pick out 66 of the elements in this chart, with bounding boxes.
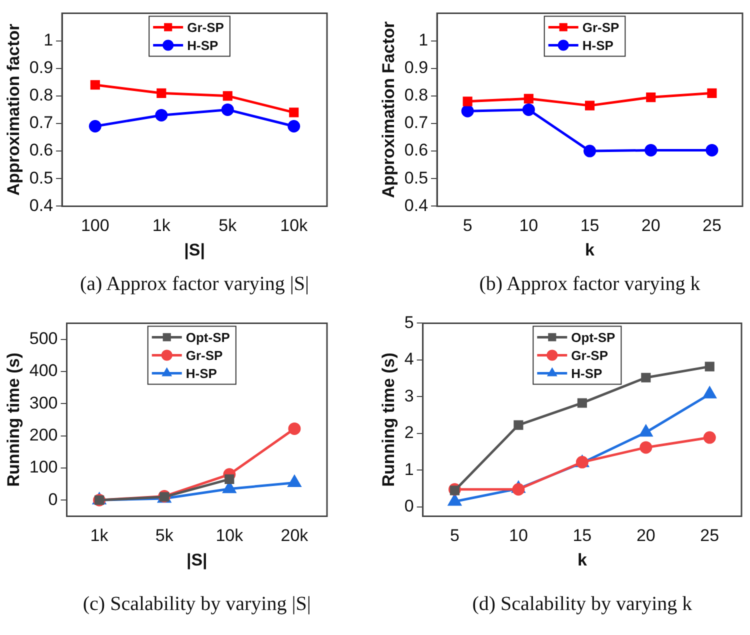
x-axis-title: k <box>577 550 588 570</box>
x-tick-label: 20 <box>636 526 656 546</box>
y-tick-label: 0.8 <box>404 86 428 105</box>
y-tick-label: 3 <box>404 386 414 406</box>
y-tick-label: 0.6 <box>404 140 428 160</box>
y-tick-label: 400 <box>29 361 58 380</box>
x-tick-label: 5k <box>155 526 174 546</box>
y-tick-label: 0.5 <box>404 168 428 188</box>
y-axis-title: Approximation factor <box>4 23 23 196</box>
y-tick-label: 1 <box>418 30 428 50</box>
y-tick-label: 0.7 <box>404 113 428 132</box>
y-tick-label: 0.9 <box>404 58 428 78</box>
y-tick-label: 2 <box>404 423 414 442</box>
legend-label: Gr-SP <box>571 348 608 363</box>
x-tick-label: 5 <box>450 526 460 546</box>
legend-label: Gr-SP <box>582 20 620 35</box>
x-tick-label: 5k <box>218 216 238 236</box>
y-tick-label: 0.7 <box>29 113 54 132</box>
legend-label: H-SP <box>187 38 218 53</box>
y-tick-label: 300 <box>29 393 58 412</box>
y-axis-title: Approximation Factor <box>378 21 398 198</box>
x-tick-label: 10k <box>280 216 308 236</box>
x-tick-label: 10k <box>216 526 244 546</box>
x-tick-label: 5 <box>462 216 472 236</box>
x-tick-label: 25 <box>700 526 720 546</box>
y-axis-title: Running time (s) <box>378 352 398 487</box>
y-tick-label: 0.5 <box>29 168 54 188</box>
legend-label: H-SP <box>186 366 218 381</box>
y-tick-label: 4 <box>404 350 414 369</box>
x-tick-label: 1k <box>90 526 109 546</box>
legend-label: Gr-SP <box>186 348 224 363</box>
y-axis-title: Running time (s) <box>4 352 23 487</box>
x-axis-title: k <box>585 240 596 260</box>
y-tick-label: 1 <box>44 30 54 50</box>
text: (c) Scalability by varying |S| <box>82 593 311 616</box>
x-axis-title: |S| <box>186 550 208 570</box>
y-tick-label: 0.8 <box>29 86 54 105</box>
x-tick-label: 25 <box>702 216 722 236</box>
y-tick-label: 1 <box>404 460 414 479</box>
text: (d) Scalability by varying k <box>472 593 692 616</box>
x-tick-label: 10 <box>508 526 528 546</box>
y-tick-label: 0.9 <box>29 58 54 78</box>
y-tick-label: 0 <box>404 496 414 516</box>
x-tick-label: 20 <box>641 216 660 236</box>
y-tick-label: 500 <box>29 328 58 348</box>
x-tick-label: 15 <box>572 526 592 546</box>
legend-label: H-SP <box>582 38 614 53</box>
legend-label: H-SP <box>571 366 603 381</box>
legend-label: Gr-SP <box>187 20 224 35</box>
y-tick-label: 0.6 <box>29 140 54 160</box>
x-tick-label: 10 <box>519 216 538 236</box>
legend-label: Opt-SP <box>571 330 616 345</box>
y-tick-label: 200 <box>29 425 58 444</box>
x-tick-label: 100 <box>80 216 110 236</box>
text: (b) Approx factor varying k <box>479 273 700 296</box>
y-tick-label: 0 <box>48 490 58 509</box>
legend-label: Opt-SP <box>186 330 230 345</box>
y-tick-label: 100 <box>29 458 58 477</box>
y-tick-label: 0.4 <box>404 196 428 215</box>
x-tick-label: 1k <box>152 216 171 236</box>
x-tick-label: 20k <box>280 526 309 546</box>
x-tick-label: 15 <box>580 216 600 236</box>
y-tick-label: 5 <box>404 312 414 332</box>
y-tick-label: 0.4 <box>29 196 54 215</box>
x-axis-title: |S| <box>184 240 205 260</box>
text: (a) Approx factor varying |S| <box>80 273 310 296</box>
